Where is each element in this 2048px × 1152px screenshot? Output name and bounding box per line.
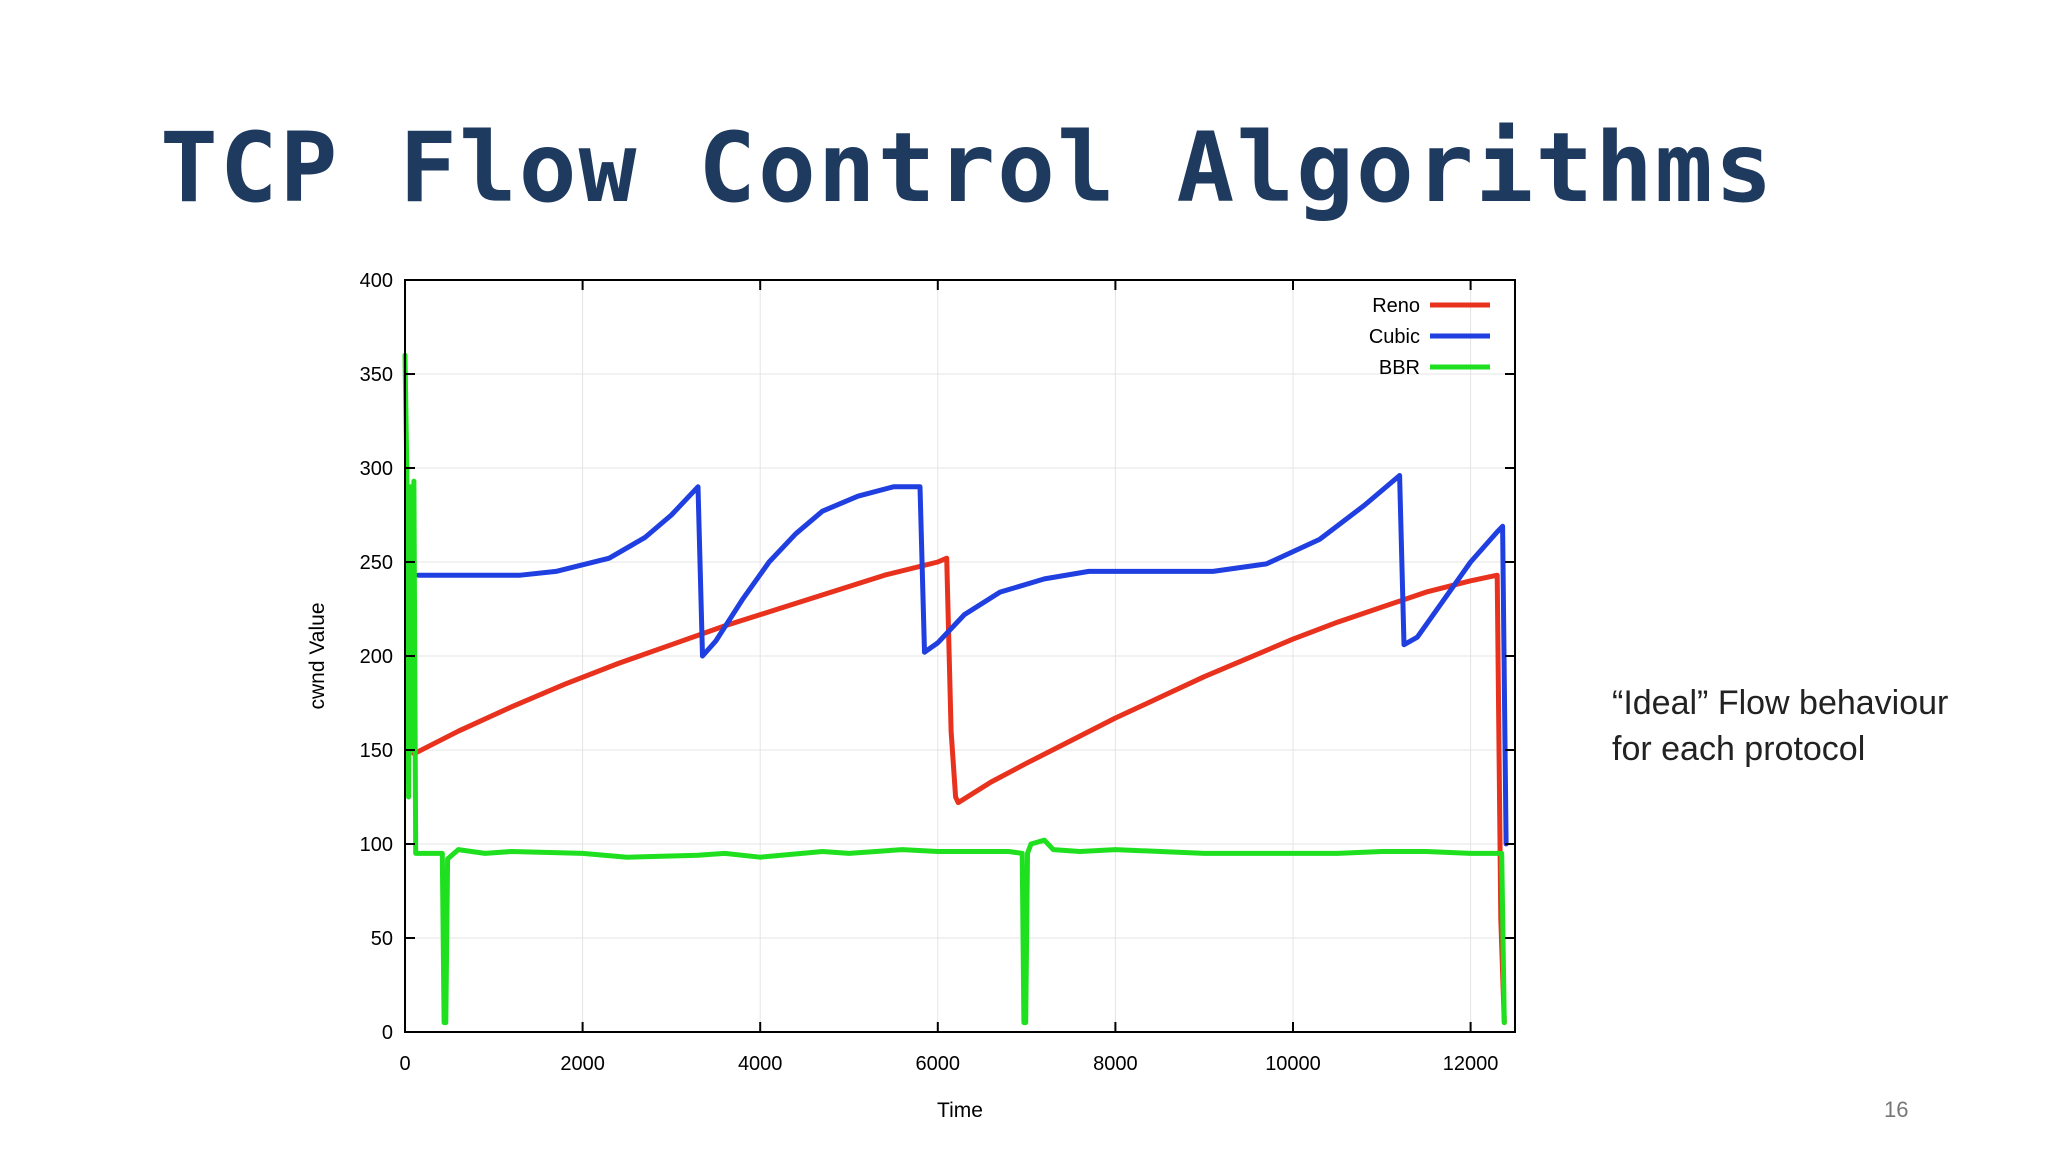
y-tick-label: 100 xyxy=(360,834,393,856)
y-axis-label: cwnd Value xyxy=(306,602,329,709)
series-line-reno xyxy=(411,555,1507,1026)
x-tick-label: 10000 xyxy=(1265,1053,1321,1075)
legend-label-cubic: Cubic xyxy=(1369,326,1420,348)
legend-label-bbr: BBR xyxy=(1379,357,1420,379)
x-tick-label: 6000 xyxy=(916,1053,961,1075)
y-tick-label: 250 xyxy=(360,552,393,574)
series-line-bbr xyxy=(402,352,1507,1026)
y-tick-label: 350 xyxy=(360,364,393,386)
x-tick-label: 2000 xyxy=(560,1053,605,1075)
series-layer xyxy=(402,352,1509,1026)
x-tick-label: 12000 xyxy=(1443,1053,1499,1075)
legend-label-reno: Reno xyxy=(1372,295,1420,317)
y-tick-label: 400 xyxy=(360,270,393,292)
side-note: “Ideal” Flow behaviour for each protocol xyxy=(1612,680,1948,772)
x-tick-label: 4000 xyxy=(738,1053,783,1075)
legend: Reno Cubic BBR xyxy=(1369,295,1490,379)
page-number: 16 xyxy=(1884,1097,1909,1122)
series-line-cubic xyxy=(415,473,1509,847)
x-tick-label: 8000 xyxy=(1093,1053,1138,1075)
y-tick-label: 200 xyxy=(360,646,393,668)
y-tick-label: 50 xyxy=(371,928,393,950)
side-note-line-1: “Ideal” Flow behaviour xyxy=(1612,684,1949,722)
side-note-line-2: for each protocol xyxy=(1612,730,1866,768)
x-axis-label: Time xyxy=(937,1099,983,1122)
y-tick-label: 300 xyxy=(360,458,393,480)
y-tick-label: 0 xyxy=(382,1022,393,1044)
y-tick-label: 150 xyxy=(360,740,393,762)
x-tick-label: 0 xyxy=(399,1053,410,1075)
slide-title: TCP Flow Control Algorithms xyxy=(160,112,1775,224)
